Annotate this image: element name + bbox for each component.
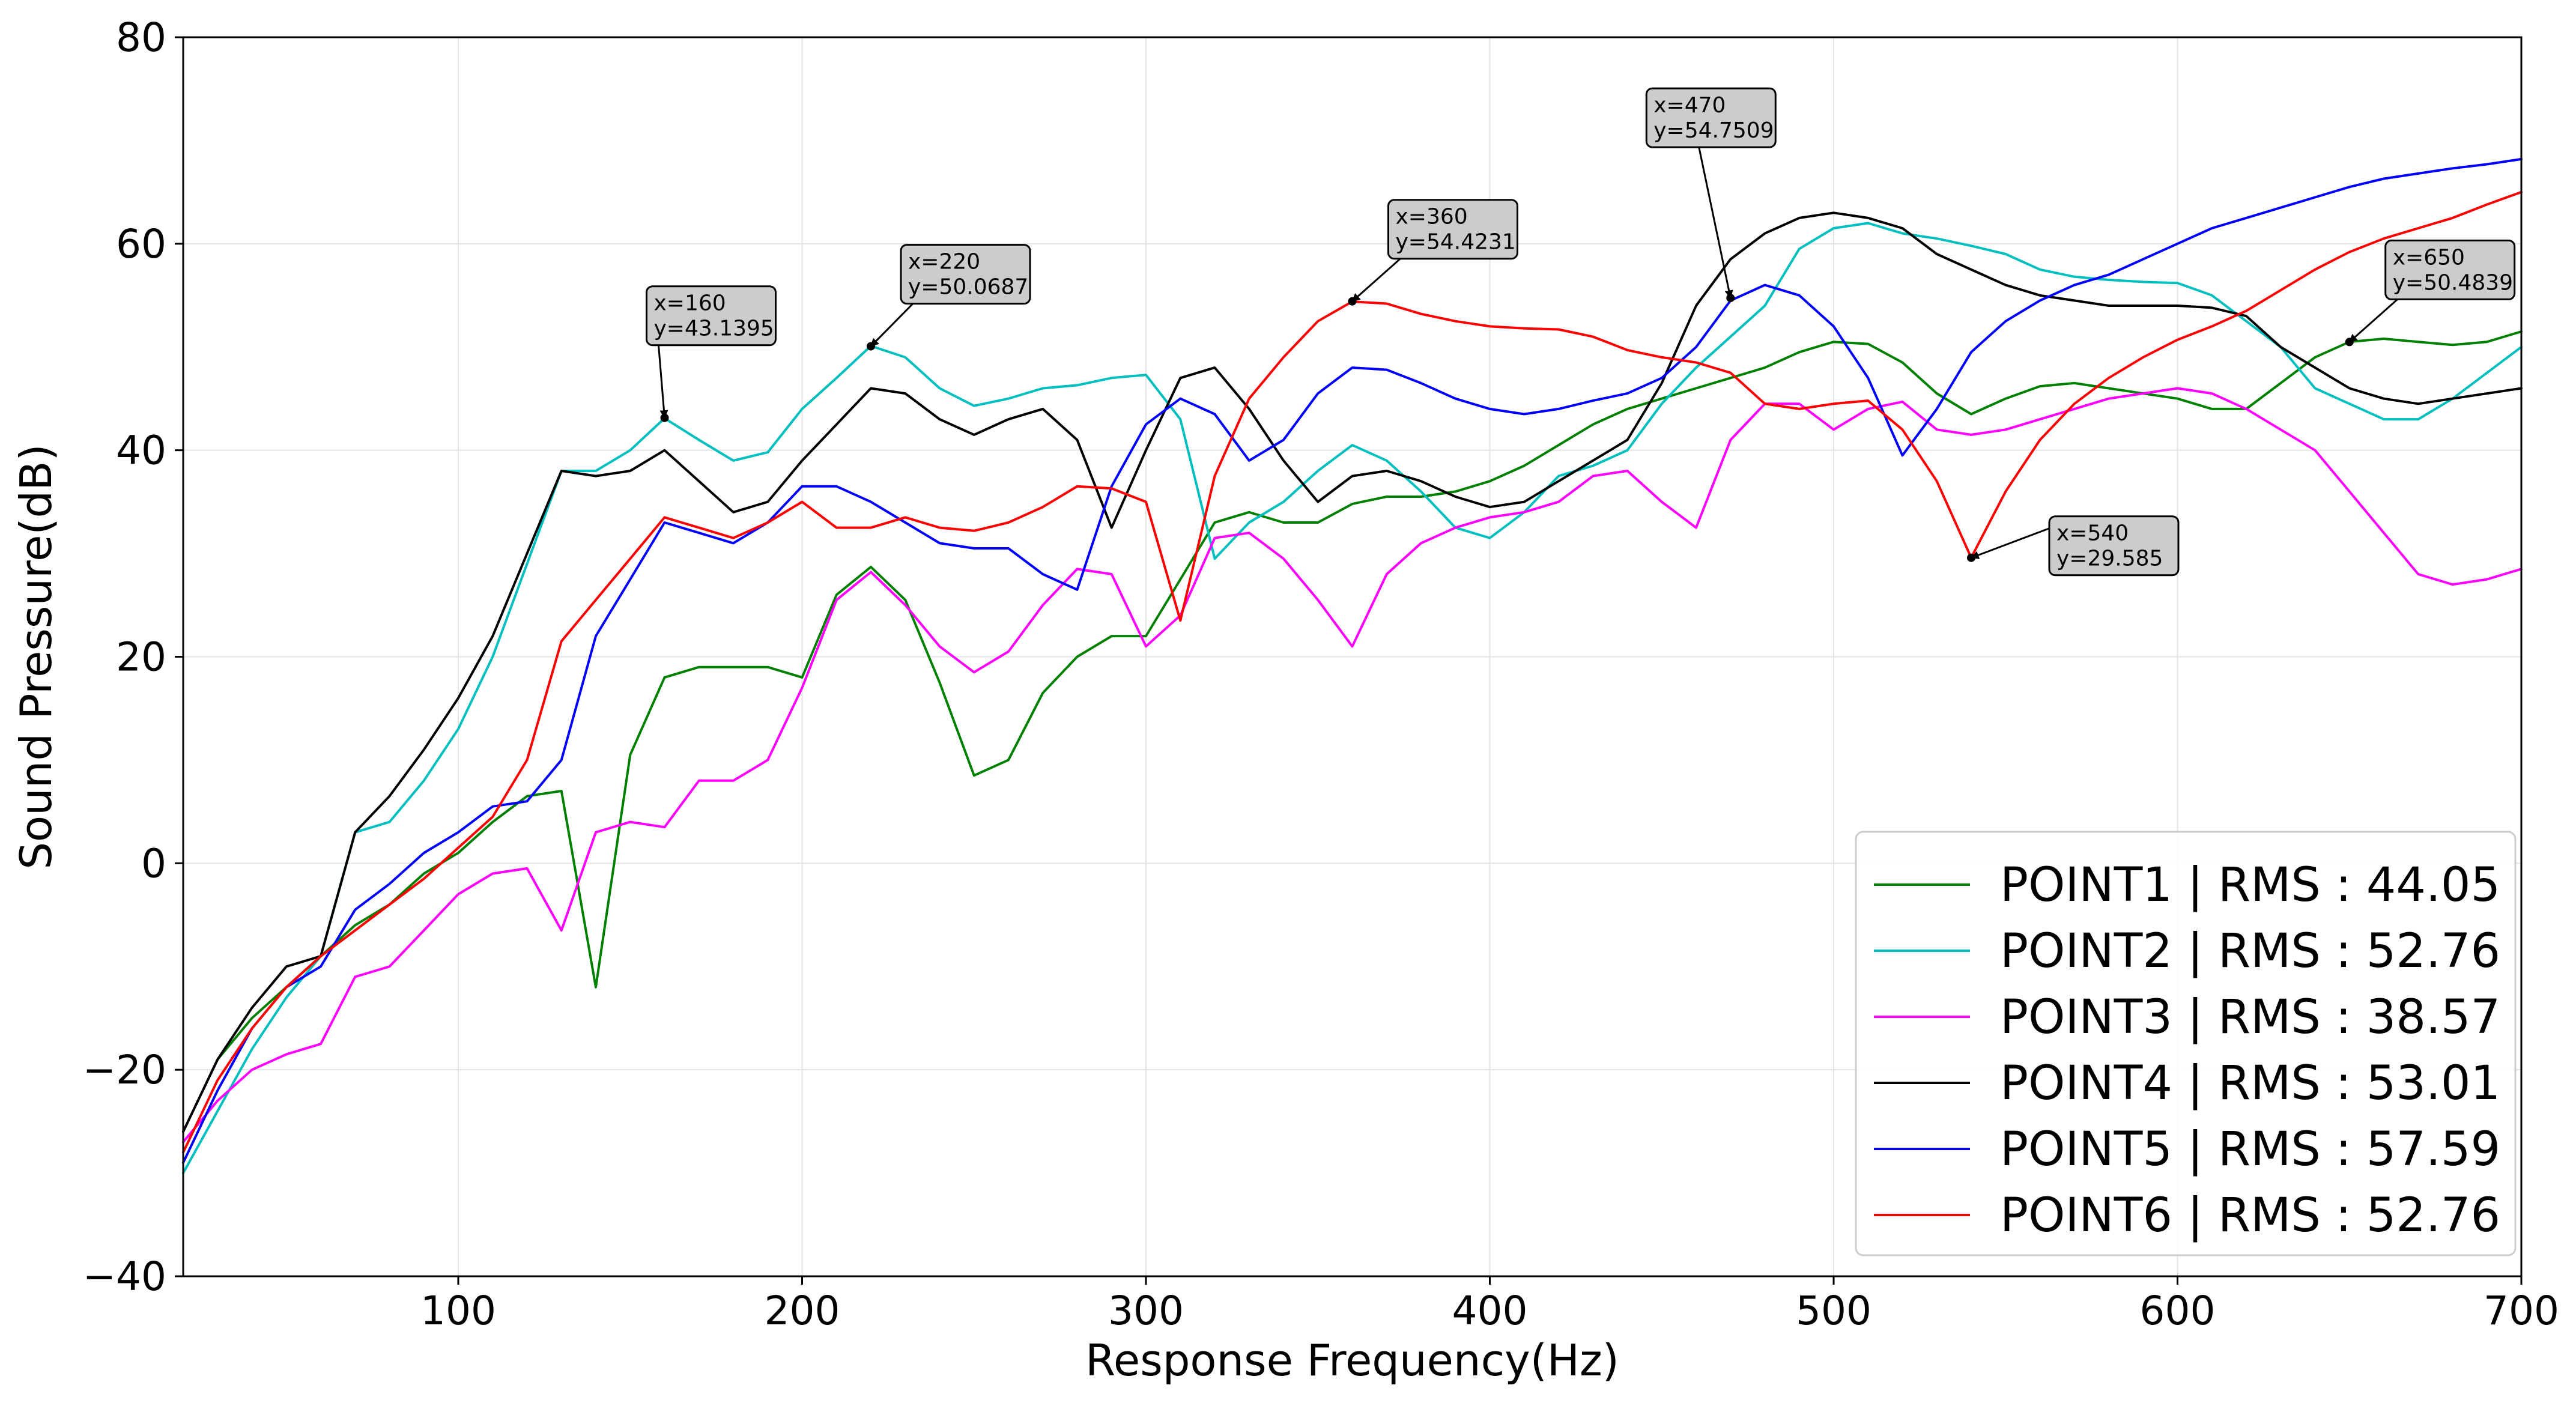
series-line-5 — [182, 157, 2523, 1164]
annotation-box — [2384, 239, 2516, 300]
y-tick-label: −20 — [83, 1047, 166, 1093]
y-tick-label: 40 — [116, 428, 166, 474]
annotation-label: y=50.0687 — [908, 275, 1028, 300]
legend-entry: POINT1 | RMS : 44.05 — [2000, 858, 2500, 912]
series-line-1 — [182, 330, 2523, 1133]
annotation-label: y=54.4231 — [1396, 230, 1516, 255]
legend-entry: POINT4 | RMS : 53.01 — [2000, 1056, 2500, 1111]
legend-entry: POINT3 | RMS : 38.57 — [2000, 990, 2500, 1044]
annotation-arrow — [1698, 147, 1733, 299]
annotation-label: x=160 — [654, 291, 726, 316]
legend-entry: POINT6 | RMS : 52.76 — [2000, 1189, 2500, 1243]
legend: POINT1 | RMS : 44.05 POINT2 | RMS : 52.76… — [1855, 831, 2517, 1256]
annotation-arrow — [870, 303, 914, 347]
annotation-label: x=360 — [1396, 205, 1468, 229]
x-axis-title: Response Frequency(Hz) — [1085, 1335, 1619, 1386]
annotation-arrow — [658, 345, 668, 419]
annotation-label: y=29.585 — [2056, 547, 2163, 571]
series-line-3 — [182, 387, 2523, 1144]
series-line-2 — [182, 222, 2523, 1175]
annotation-point — [1967, 553, 1975, 562]
annotation-arrow — [1970, 527, 2050, 559]
annotation-label: x=470 — [1653, 93, 1726, 118]
x-tick-label: 400 — [1452, 1288, 1528, 1334]
annotation-label: x=650 — [2393, 245, 2465, 270]
annotation-point — [2345, 338, 2354, 347]
annotation-box — [1387, 199, 1518, 260]
annotation-point — [660, 413, 669, 422]
x-tick-label: 100 — [420, 1288, 496, 1334]
y-tick-label: 80 — [116, 14, 166, 61]
annotation-box — [1645, 87, 1777, 148]
x-tick-label: 500 — [1796, 1288, 1871, 1334]
legend-entry: POINT5 | RMS : 57.59 — [2000, 1123, 2500, 1177]
series-line-4 — [182, 211, 2523, 1133]
y-tick-label: 60 — [116, 221, 166, 267]
annotation-box — [646, 285, 777, 347]
x-tick-label: 300 — [1108, 1288, 1184, 1334]
annotation-point — [1726, 294, 1735, 303]
annotation-label: y=43.1395 — [654, 317, 774, 341]
annotation-point — [867, 342, 875, 351]
x-tick-label: 600 — [2140, 1288, 2216, 1334]
y-tick-label: 0 — [141, 840, 166, 886]
x-tick-label: 200 — [765, 1288, 840, 1334]
annotation-point — [1348, 297, 1357, 306]
legend-entry: POINT2 | RMS : 52.76 — [2000, 924, 2500, 978]
annotation-box — [900, 244, 1031, 305]
legend-frame — [1855, 831, 2517, 1256]
x-tick-label: 700 — [2484, 1288, 2559, 1334]
y-tick-label: −40 — [83, 1253, 166, 1300]
annotation-label: y=54.7509 — [1653, 118, 1774, 143]
annotation-arrow — [2348, 298, 2398, 343]
annotation-label: x=220 — [908, 250, 980, 274]
annotation-arrow — [1351, 258, 1401, 302]
annotation-box — [2048, 515, 2180, 577]
annotation-label: y=50.4839 — [2393, 270, 2513, 295]
y-axis-title: Sound Pressure(dB) — [11, 444, 61, 869]
axis-ticks: 100 200 300 400 500 600 700 −40 −20 0 20 40 60 80 — [83, 14, 2559, 1334]
annotation-label: x=540 — [2056, 521, 2129, 546]
y-tick-label: 20 — [116, 634, 166, 680]
